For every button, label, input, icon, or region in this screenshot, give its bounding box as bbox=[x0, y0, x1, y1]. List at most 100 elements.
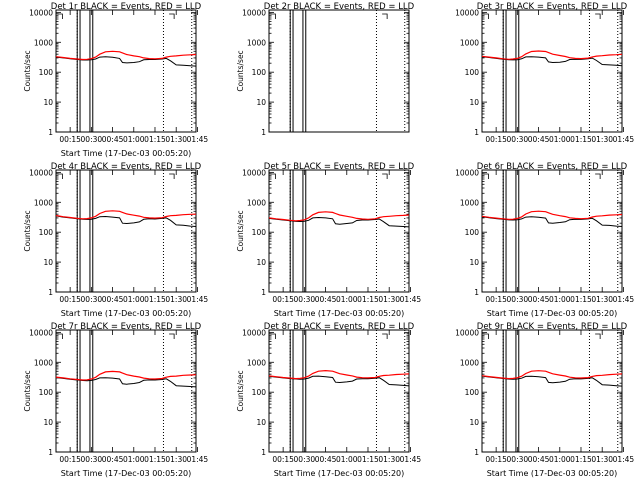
x-tick-label: 01:15 bbox=[570, 135, 592, 144]
x-tick-label: 01:45 bbox=[187, 295, 209, 304]
x-tick-label: 00:30 bbox=[81, 295, 103, 304]
y-tick-label: 100 bbox=[39, 388, 54, 397]
corner-marker-right bbox=[382, 13, 388, 19]
plot-frame bbox=[481, 9, 623, 133]
x-tick-label: 00:45 bbox=[315, 455, 337, 464]
chart-panel-6: 1 10 100 1000 10000 00:15 00:30 00:45 01:00 01:15… bbox=[455, 162, 634, 318]
chart-panel-7: 1 10 100 1000 10000 00:15 00:30 00:45 01:00 01:15… bbox=[23, 322, 208, 478]
x-tick-label: 00:30 bbox=[294, 295, 316, 304]
chart-title: Det 3r BLACK = Events, RED = LLD bbox=[477, 2, 628, 12]
x-axis-label: Start Time (17-Dec-03 00:05:20) bbox=[61, 469, 192, 478]
y-tick-label: 10000 bbox=[29, 168, 53, 177]
y-tick-label: 10000 bbox=[242, 8, 266, 17]
chart-title: Det 4r BLACK = Events, RED = LLD bbox=[51, 162, 202, 172]
y-tick-label: 1000 bbox=[34, 38, 53, 47]
x-tick-label: 00:15 bbox=[485, 135, 507, 144]
corner-marker-left bbox=[483, 13, 489, 19]
x-tick-label: 00:45 bbox=[528, 455, 550, 464]
chart-panel-8: 1 10 100 1000 10000 00:15 00:30 00:45 01:00 01:15… bbox=[236, 322, 421, 478]
y-axis-label: Counts/sec bbox=[23, 210, 32, 251]
y-tick-label: 10 bbox=[43, 98, 53, 107]
x-tick-label: 01:00 bbox=[123, 455, 145, 464]
y-tick-label: 10 bbox=[469, 98, 479, 107]
y-tick-label: 10000 bbox=[455, 328, 479, 337]
y-tick-label: 100 bbox=[252, 388, 267, 397]
series-line-lld bbox=[268, 369, 410, 380]
y-tick-label: 100 bbox=[465, 388, 480, 397]
y-tick-label: 1 bbox=[261, 288, 266, 297]
y-tick-label: 1 bbox=[48, 448, 53, 457]
chart-panel-3: 1 10 100 1000 10000 00:15 00:30 00:45 01:00 01:15… bbox=[455, 2, 634, 144]
y-tick-label: 10 bbox=[256, 258, 266, 267]
y-tick-label: 10 bbox=[256, 418, 266, 427]
y-tick-label: 10000 bbox=[29, 328, 53, 337]
plot-frame bbox=[481, 169, 623, 293]
chart-title: Det 7r BLACK = Events, RED = LLD bbox=[51, 322, 202, 332]
x-axis-label: Start Time (17-Dec-03 00:05:20) bbox=[61, 149, 192, 158]
corner-marker-right bbox=[382, 333, 388, 339]
x-tick-label: 01:00 bbox=[336, 455, 358, 464]
plot-frame bbox=[55, 9, 197, 133]
y-tick-label: 10000 bbox=[455, 8, 479, 17]
plot-frame bbox=[268, 329, 410, 453]
plot-frame bbox=[55, 329, 197, 453]
x-tick-label: 01:45 bbox=[613, 295, 635, 304]
corner-marker-left bbox=[57, 173, 63, 179]
corner-marker-left bbox=[270, 13, 276, 19]
x-tick-label: 01:15 bbox=[357, 455, 379, 464]
x-tick-label: 01:45 bbox=[400, 295, 422, 304]
x-tick-label: 00:15 bbox=[59, 455, 81, 464]
corner-marker-right bbox=[595, 173, 601, 179]
x-axis-label: Start Time (17-Dec-03 00:05:20) bbox=[487, 309, 618, 318]
y-axis-label: Counts/sec bbox=[23, 50, 32, 91]
x-tick-label: 01:30 bbox=[591, 295, 613, 304]
x-tick-label: 00:45 bbox=[102, 295, 124, 304]
y-tick-label: 1 bbox=[48, 288, 53, 297]
x-tick-label: 01:30 bbox=[591, 135, 613, 144]
y-tick-label: 100 bbox=[39, 228, 54, 237]
x-tick-label: 00:30 bbox=[81, 135, 103, 144]
y-axis-label: Counts/sec bbox=[236, 210, 245, 251]
y-tick-label: 1000 bbox=[460, 358, 479, 367]
x-axis-label: Start Time (17-Dec-03 00:05:20) bbox=[61, 309, 192, 318]
x-tick-label: 00:15 bbox=[59, 295, 81, 304]
y-tick-label: 100 bbox=[252, 68, 267, 77]
x-tick-label: 01:15 bbox=[144, 135, 166, 144]
y-tick-label: 10000 bbox=[242, 168, 266, 177]
x-tick-label: 01:45 bbox=[187, 135, 209, 144]
x-tick-label: 00:15 bbox=[272, 295, 294, 304]
x-tick-label: 01:45 bbox=[400, 455, 422, 464]
series-line-lld bbox=[55, 210, 197, 220]
x-tick-label: 00:15 bbox=[485, 295, 507, 304]
corner-marker-right bbox=[595, 13, 601, 19]
y-tick-label: 1 bbox=[48, 128, 53, 137]
corner-marker-left bbox=[270, 173, 276, 179]
x-tick-label: 01:00 bbox=[549, 455, 571, 464]
corner-marker-left bbox=[57, 13, 63, 19]
corner-marker-left bbox=[483, 333, 489, 339]
x-tick-label: 00:15 bbox=[485, 455, 507, 464]
y-axis-label: Counts/sec bbox=[236, 370, 245, 411]
x-tick-label: 01:45 bbox=[613, 135, 635, 144]
chart-title: Det 9r BLACK = Events, RED = LLD bbox=[477, 322, 628, 332]
plot-frame bbox=[268, 9, 410, 133]
y-tick-label: 1 bbox=[261, 448, 266, 457]
y-tick-label: 10 bbox=[43, 418, 53, 427]
y-tick-label: 100 bbox=[465, 68, 480, 77]
chart-title: Det 6r BLACK = Events, RED = LLD bbox=[477, 162, 628, 172]
y-tick-label: 1 bbox=[474, 448, 479, 457]
y-tick-label: 10000 bbox=[29, 8, 53, 17]
y-tick-label: 10000 bbox=[455, 168, 479, 177]
chart-panel-9: 1 10 100 1000 10000 00:15 00:30 00:45 01:00 01:15… bbox=[455, 322, 634, 478]
corner-marker-right bbox=[382, 173, 388, 179]
x-tick-label: 01:45 bbox=[187, 455, 209, 464]
x-tick-label: 01:30 bbox=[165, 295, 187, 304]
x-tick-label: 00:45 bbox=[528, 135, 550, 144]
x-tick-label: 01:30 bbox=[378, 455, 400, 464]
chart-panel-1: 1 10 100 1000 10000 00:15 00:30 00:45 01:00 01:15… bbox=[23, 2, 208, 158]
x-tick-label: 01:15 bbox=[570, 295, 592, 304]
y-tick-label: 1000 bbox=[247, 38, 266, 47]
series-line-events bbox=[268, 216, 410, 228]
chart-panel-5: 1 10 100 1000 10000 00:15 00:30 00:45 01:00 01:15… bbox=[236, 162, 421, 318]
